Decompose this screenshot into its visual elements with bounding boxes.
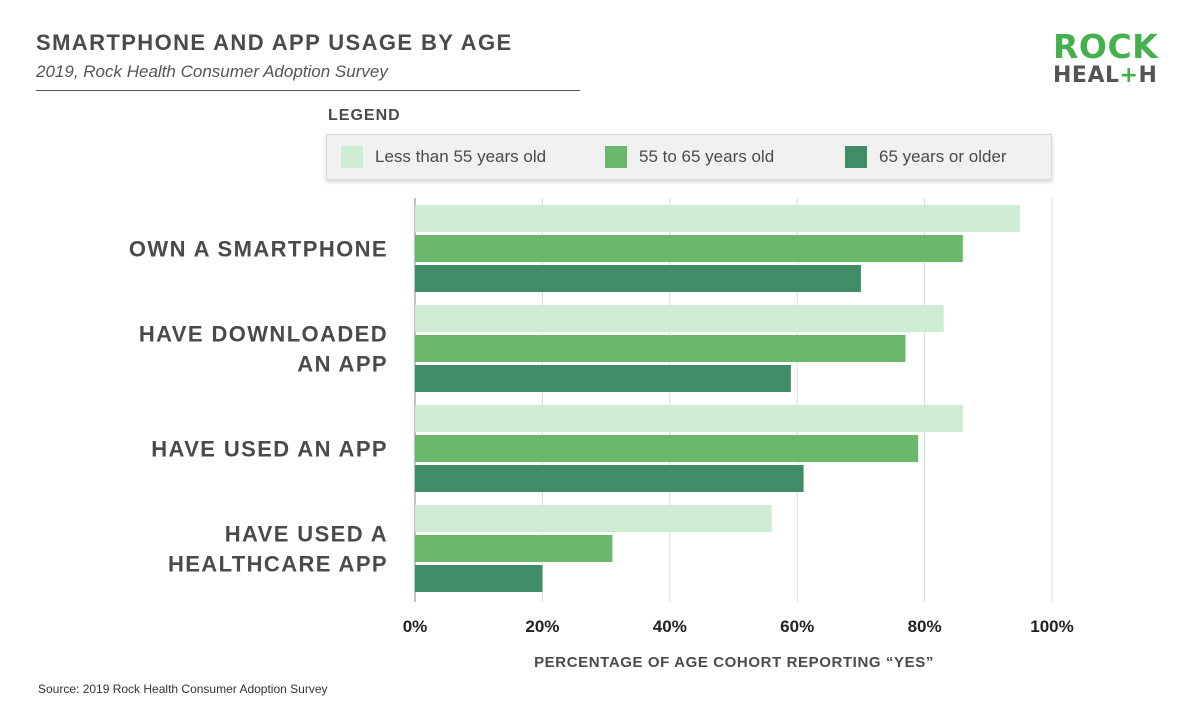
legend-swatch-65-plus — [845, 146, 867, 168]
logo-line-1: ROCK — [1053, 27, 1159, 66]
logo-plus-icon: + — [1119, 63, 1139, 88]
legend-label-under-55: Less than 55 years old — [375, 147, 547, 166]
category-label-3: HAVE USED AN APP — [151, 437, 388, 462]
legend-entry-55-to-65: 55 to 65 years old — [605, 146, 774, 168]
logo-line-2-start: HEAL — [1053, 63, 1120, 88]
x-tick-label-40: 40% — [653, 617, 687, 636]
bar-cat2-series1 — [415, 305, 944, 332]
rock-health-logo: ROCK HEAL+H — [1053, 30, 1165, 90]
bar-cat2-series3 — [415, 365, 791, 392]
title-divider — [36, 90, 580, 91]
x-tick-label-80: 80% — [908, 617, 942, 636]
bar-cat4-series3 — [415, 565, 543, 592]
legend-heading: LEGEND — [328, 107, 401, 124]
x-tick-label-60: 60% — [780, 617, 814, 636]
legend-label-55-to-65: 55 to 65 years old — [639, 147, 775, 166]
x-tick-label-100: 100% — [1030, 617, 1073, 636]
legend-entry-65-plus: 65 years or older — [845, 146, 1007, 168]
bar-cat1-series3 — [415, 265, 861, 292]
x-tick-label-20: 20% — [525, 617, 559, 636]
x-axis-label: PERCENTAGE OF AGE COHORT REPORTING “YES” — [534, 654, 934, 671]
bar-cat2-series2 — [415, 335, 906, 362]
bar-cat4-series2 — [415, 535, 613, 562]
bar-cat3-series3 — [415, 465, 804, 492]
category-label-4-line-1: HAVE USED A — [225, 522, 388, 547]
category-label-2-line-1: HAVE DOWNLOADED — [139, 322, 388, 347]
source-note: Source: 2019 Rock Health Consumer Adopti… — [38, 682, 328, 696]
bar-cat3-series1 — [415, 405, 963, 432]
legend-label-65-plus: 65 years or older — [879, 147, 1007, 166]
chart-subtitle: 2019, Rock Health Consumer Adoption Surv… — [36, 62, 388, 81]
x-tick-label-0: 0% — [403, 617, 428, 636]
category-label-2-line-2: AN APP — [297, 352, 388, 377]
category-label-1: OWN A SMARTPHONE — [129, 237, 388, 262]
bar-cat1-series2 — [415, 235, 963, 262]
chart-title: SMARTPHONE AND APP USAGE BY AGE — [36, 30, 513, 55]
logo-line-2: HEAL+H — [1053, 64, 1157, 88]
legend-entry-under-55: Less than 55 years old — [341, 146, 546, 168]
bar-cat4-series1 — [415, 505, 772, 532]
legend-swatch-under-55 — [341, 146, 363, 168]
category-label-4-line-2: HEALTHCARE APP — [168, 552, 388, 577]
bar-cat3-series2 — [415, 435, 919, 462]
legend: Less than 55 years old 55 to 65 years ol… — [326, 134, 1052, 180]
logo-line-2-end: H — [1138, 63, 1158, 88]
bar-cat1-series1 — [415, 205, 1021, 232]
legend-swatch-55-to-65 — [605, 146, 627, 168]
